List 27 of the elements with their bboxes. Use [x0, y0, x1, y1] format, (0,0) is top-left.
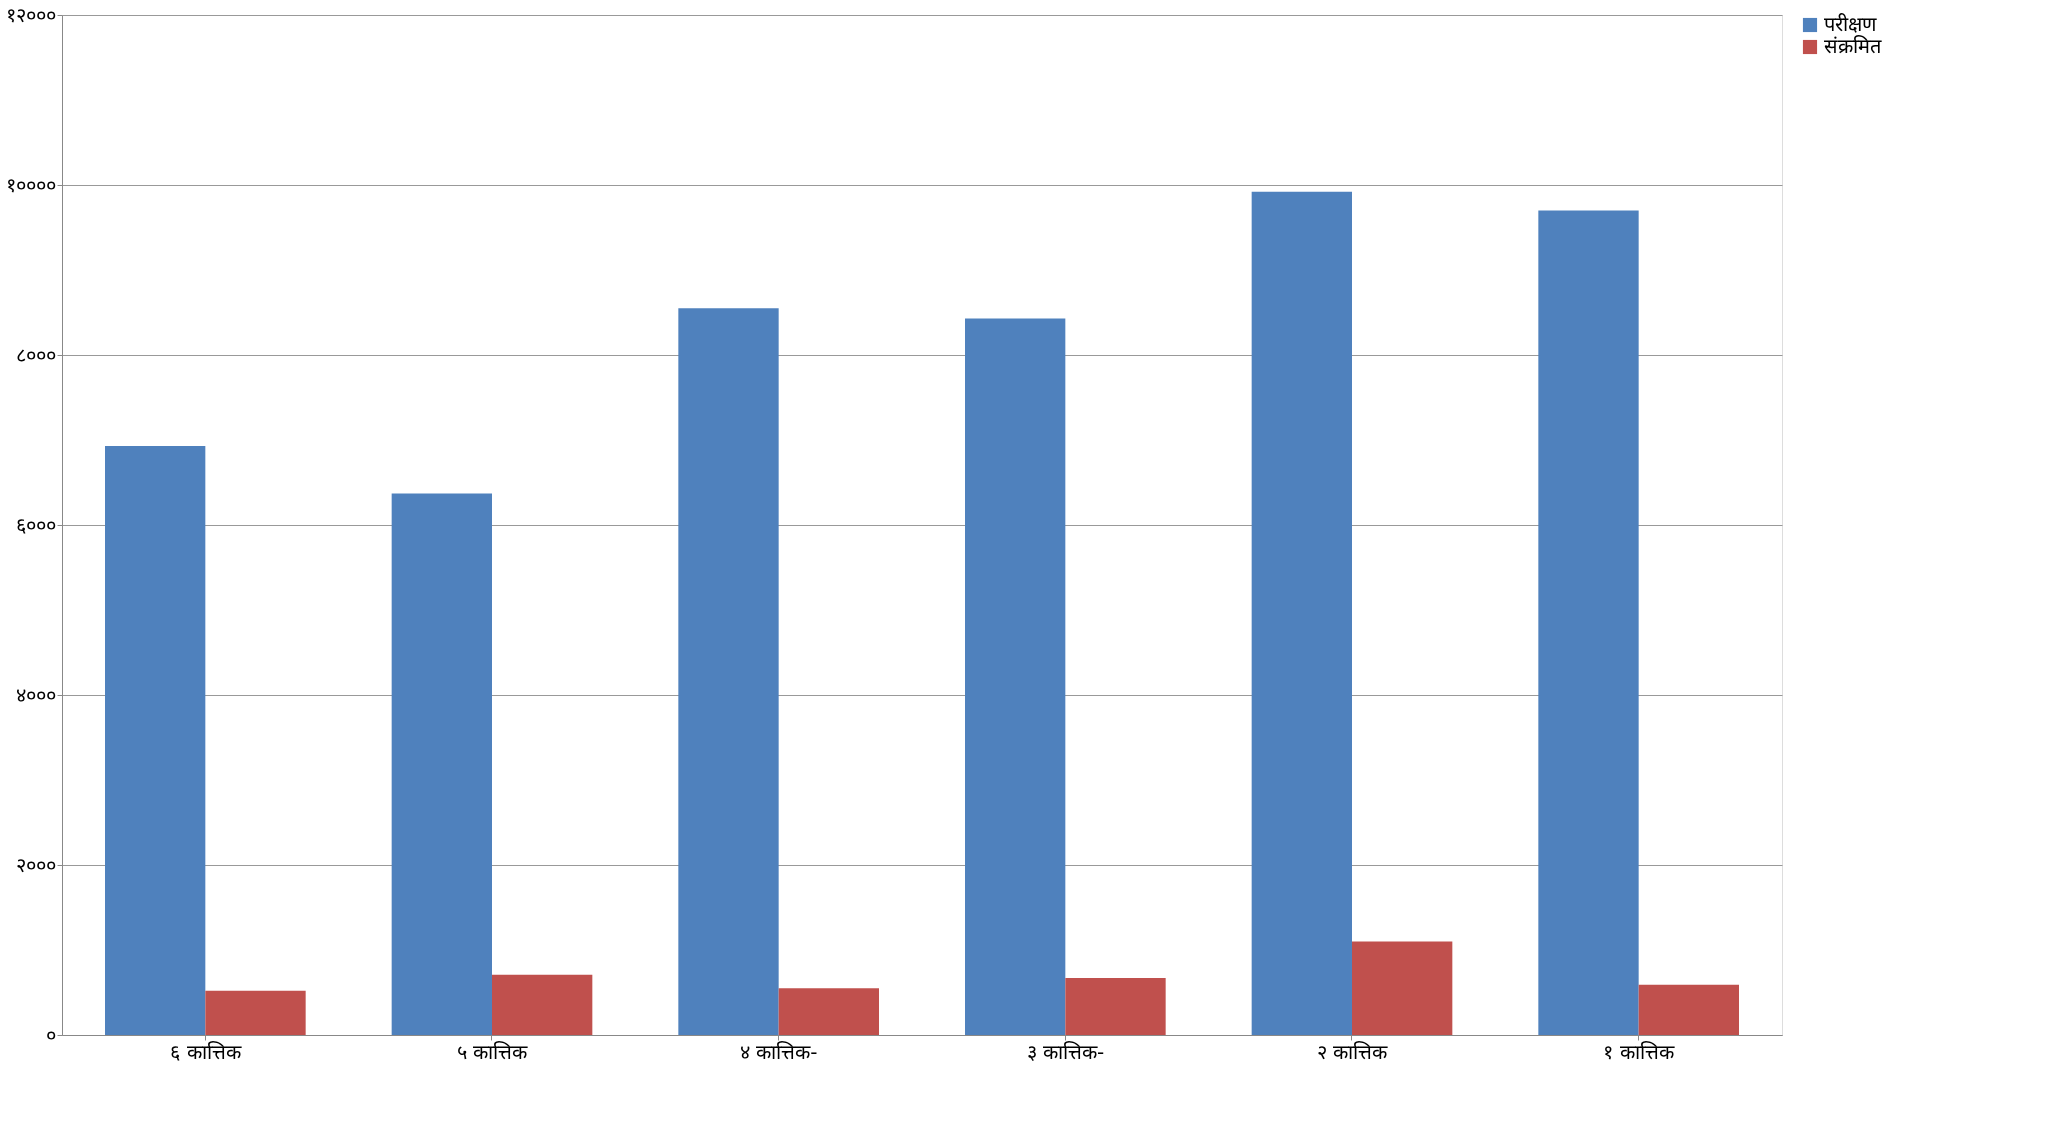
x-tick-label: ५ कात्तिक: [456, 1039, 529, 1064]
bar: [1538, 210, 1639, 1035]
bar: [105, 445, 206, 1035]
x-tick-label: ६ कात्तिक: [170, 1039, 242, 1064]
bar: [1065, 978, 1166, 1035]
bar: [1638, 984, 1739, 1035]
y-tick-label: १००००: [5, 172, 56, 197]
bar: [1251, 191, 1352, 1035]
y-tick-label: २०००: [15, 852, 56, 877]
x-tick-label: १ कात्तिक: [1603, 1039, 1675, 1064]
y-tick-label: ८०००: [15, 342, 56, 367]
y-tick-label: १२०००: [5, 2, 56, 27]
bar: [778, 988, 879, 1035]
bar: [205, 990, 306, 1035]
y-tick-label: ६०००: [15, 512, 56, 537]
legend-label: परीक्षण: [1824, 12, 1877, 36]
bar: [965, 318, 1066, 1035]
x-tick-label: ४ कात्तिक-: [739, 1039, 818, 1064]
bar: [391, 493, 492, 1035]
y-tick-label: ०: [45, 1022, 56, 1047]
bar: [678, 308, 779, 1035]
x-tick-label: ३ कात्तिक-: [1026, 1039, 1105, 1064]
x-tick-label: २ कात्तिक: [1316, 1039, 1389, 1064]
bar: [1352, 941, 1453, 1035]
bar: [492, 974, 593, 1035]
legend-label: संक्रमित: [1824, 34, 1882, 58]
y-tick-label: ४०००: [15, 682, 56, 707]
